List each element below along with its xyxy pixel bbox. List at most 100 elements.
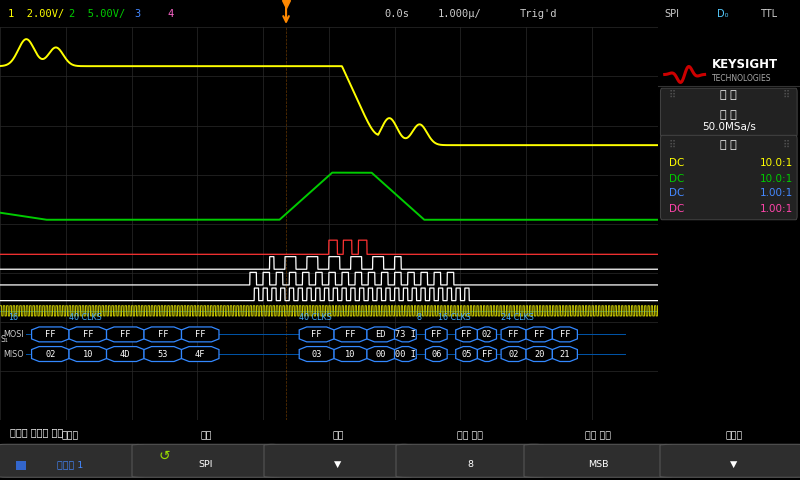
Polygon shape bbox=[334, 327, 367, 342]
Text: 4D: 4D bbox=[120, 349, 130, 359]
Polygon shape bbox=[426, 347, 447, 361]
Polygon shape bbox=[426, 327, 447, 342]
Polygon shape bbox=[144, 347, 182, 361]
Text: DC: DC bbox=[669, 204, 684, 214]
Text: FF: FF bbox=[560, 330, 570, 339]
Text: ⠿: ⠿ bbox=[669, 90, 676, 100]
Polygon shape bbox=[456, 327, 478, 342]
Text: 시리얼 1: 시리얼 1 bbox=[57, 460, 83, 469]
Text: FF: FF bbox=[195, 330, 206, 339]
Polygon shape bbox=[456, 347, 478, 361]
Text: 시리얼: 시리얼 bbox=[62, 432, 78, 441]
Text: TTL: TTL bbox=[760, 9, 778, 19]
FancyBboxPatch shape bbox=[396, 444, 544, 477]
Text: 02: 02 bbox=[482, 330, 492, 339]
Text: 10: 10 bbox=[346, 349, 356, 359]
Polygon shape bbox=[182, 327, 219, 342]
Polygon shape bbox=[367, 347, 394, 361]
Text: 10.0:1: 10.0:1 bbox=[760, 158, 793, 168]
Text: 10: 10 bbox=[82, 349, 93, 359]
Text: 신호: 신호 bbox=[332, 432, 344, 441]
Text: 02: 02 bbox=[45, 349, 55, 359]
Text: 40 CLKS: 40 CLKS bbox=[69, 312, 102, 322]
Text: TECHNOLOGIES: TECHNOLOGIES bbox=[712, 74, 771, 83]
Text: 시리얼 디코드 메뉴: 시리얼 디코드 메뉴 bbox=[10, 427, 64, 437]
Text: 21: 21 bbox=[560, 349, 570, 359]
Text: FF: FF bbox=[346, 330, 356, 339]
Text: 1.000μ/: 1.000μ/ bbox=[438, 9, 481, 19]
Text: 8: 8 bbox=[417, 312, 422, 322]
FancyBboxPatch shape bbox=[132, 444, 280, 477]
Text: 모드: 모드 bbox=[200, 432, 212, 441]
Text: MISO: MISO bbox=[3, 349, 24, 359]
Text: KEYSIGHT: KEYSIGHT bbox=[712, 58, 778, 71]
FancyBboxPatch shape bbox=[264, 444, 412, 477]
Text: FF: FF bbox=[534, 330, 545, 339]
Polygon shape bbox=[526, 327, 552, 342]
Text: 2  5.00V/: 2 5.00V/ bbox=[69, 9, 126, 19]
Polygon shape bbox=[69, 327, 106, 342]
Polygon shape bbox=[31, 347, 69, 361]
Text: 리스터: 리스터 bbox=[726, 432, 742, 441]
Polygon shape bbox=[334, 347, 367, 361]
Text: FF: FF bbox=[431, 330, 442, 339]
Text: 비트 순서: 비트 순서 bbox=[585, 432, 611, 441]
Text: MSB: MSB bbox=[588, 460, 608, 469]
Text: 00: 00 bbox=[375, 349, 386, 359]
Text: 24 CLKS: 24 CLKS bbox=[501, 312, 534, 322]
Text: D₀: D₀ bbox=[718, 9, 729, 19]
Text: ⠿: ⠿ bbox=[669, 140, 676, 150]
Polygon shape bbox=[394, 347, 416, 361]
Text: ▼: ▼ bbox=[334, 460, 342, 469]
Text: DC: DC bbox=[669, 174, 684, 183]
Text: 워드 크기: 워드 크기 bbox=[457, 432, 483, 441]
Polygon shape bbox=[144, 327, 182, 342]
Text: 일 반: 일 반 bbox=[721, 109, 737, 120]
Polygon shape bbox=[526, 347, 552, 361]
Text: FF: FF bbox=[45, 330, 55, 339]
Text: 10.0:1: 10.0:1 bbox=[760, 174, 793, 183]
Text: 40 CLKS: 40 CLKS bbox=[299, 312, 332, 322]
Text: 50.0MSa/s: 50.0MSa/s bbox=[702, 122, 756, 132]
Text: 4: 4 bbox=[168, 9, 174, 19]
Text: 20: 20 bbox=[534, 349, 545, 359]
Text: ▼: ▼ bbox=[730, 460, 738, 469]
Text: 1.00:1: 1.00:1 bbox=[760, 188, 793, 198]
Polygon shape bbox=[69, 347, 106, 361]
Text: FF: FF bbox=[120, 330, 130, 339]
Text: 3: 3 bbox=[135, 9, 141, 19]
Polygon shape bbox=[501, 327, 526, 342]
FancyBboxPatch shape bbox=[0, 444, 144, 477]
Text: DC: DC bbox=[669, 158, 684, 168]
Text: 53: 53 bbox=[158, 349, 168, 359]
Polygon shape bbox=[552, 347, 578, 361]
FancyBboxPatch shape bbox=[661, 135, 797, 220]
Text: ED: ED bbox=[375, 330, 386, 339]
Text: 16: 16 bbox=[8, 312, 18, 322]
Text: S₁: S₁ bbox=[1, 335, 9, 344]
Polygon shape bbox=[478, 327, 497, 342]
FancyBboxPatch shape bbox=[661, 88, 797, 137]
Polygon shape bbox=[552, 327, 578, 342]
Text: 8: 8 bbox=[467, 460, 473, 469]
FancyBboxPatch shape bbox=[660, 444, 800, 477]
Text: FF: FF bbox=[311, 330, 322, 339]
Text: FF: FF bbox=[482, 349, 492, 359]
Text: ⠿: ⠿ bbox=[783, 90, 790, 100]
Text: ⠿: ⠿ bbox=[783, 140, 790, 150]
Text: 1.00:1: 1.00:1 bbox=[760, 204, 793, 214]
Text: 73 I: 73 I bbox=[395, 330, 416, 339]
Text: ↺: ↺ bbox=[158, 449, 170, 463]
Text: 06: 06 bbox=[431, 349, 442, 359]
Bar bbox=[16, 461, 26, 470]
Text: 4F: 4F bbox=[195, 349, 206, 359]
Text: Trig'd: Trig'd bbox=[519, 9, 557, 19]
Polygon shape bbox=[299, 347, 334, 361]
Text: MOSI: MOSI bbox=[3, 330, 24, 339]
Text: 03: 03 bbox=[311, 349, 322, 359]
Text: DC: DC bbox=[669, 188, 684, 198]
Text: 수 집: 수 집 bbox=[721, 90, 737, 100]
FancyBboxPatch shape bbox=[524, 444, 672, 477]
Polygon shape bbox=[31, 327, 69, 342]
Polygon shape bbox=[106, 327, 144, 342]
